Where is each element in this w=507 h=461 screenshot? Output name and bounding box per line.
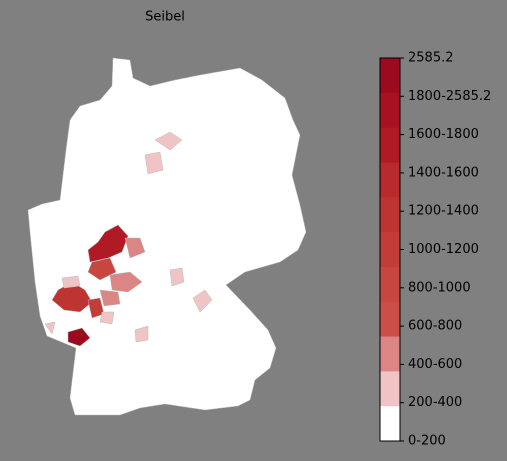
country-outline xyxy=(27,57,307,416)
colorbar-segment xyxy=(380,371,400,407)
colorbar-label: 1400-1600 xyxy=(408,165,479,180)
colorbar-label: 200-400 xyxy=(408,395,462,410)
colorbar-segment xyxy=(380,58,400,94)
colorbar-label: 800-1000 xyxy=(408,280,471,295)
region xyxy=(192,289,213,313)
colorbar-segment xyxy=(380,127,400,163)
region xyxy=(44,321,56,335)
colorbar-segment xyxy=(380,301,400,338)
colorbar-label: 400-600 xyxy=(408,357,462,372)
region xyxy=(154,131,183,151)
colorbar-label: 1600-1800 xyxy=(408,127,479,142)
region xyxy=(87,257,117,281)
colorbar-label: 1800-2585.2 xyxy=(408,89,491,104)
region xyxy=(134,325,149,343)
colorbar-segment xyxy=(380,162,400,198)
region xyxy=(169,267,185,287)
region xyxy=(144,151,164,175)
region xyxy=(124,237,146,259)
germany-map xyxy=(27,57,307,416)
region xyxy=(67,327,91,347)
region xyxy=(61,275,81,289)
colorbar-frame xyxy=(379,57,401,442)
map-title: Seibel xyxy=(145,10,185,25)
colorbar-segment xyxy=(380,232,400,268)
region xyxy=(99,289,121,307)
colorbar-segment xyxy=(380,197,400,233)
colorbar-label: 0-200 xyxy=(408,434,446,449)
colorbar-label: 2585.2 xyxy=(408,51,454,66)
region xyxy=(99,311,115,325)
colorbar-label: 1200-1400 xyxy=(408,204,479,219)
colorbar-label: 600-800 xyxy=(408,319,462,334)
colorbar-segment xyxy=(380,336,400,372)
colorbar-segment xyxy=(380,406,400,442)
colorbar-segment xyxy=(380,92,400,129)
region xyxy=(109,271,143,293)
colorbar-segment xyxy=(380,266,400,303)
colorbar: 2585.2 1800-2585.2 1600-1800 1400-1600 1200-… xyxy=(380,51,491,449)
colorbar-label: 1000-1200 xyxy=(408,242,479,257)
region xyxy=(87,224,129,263)
